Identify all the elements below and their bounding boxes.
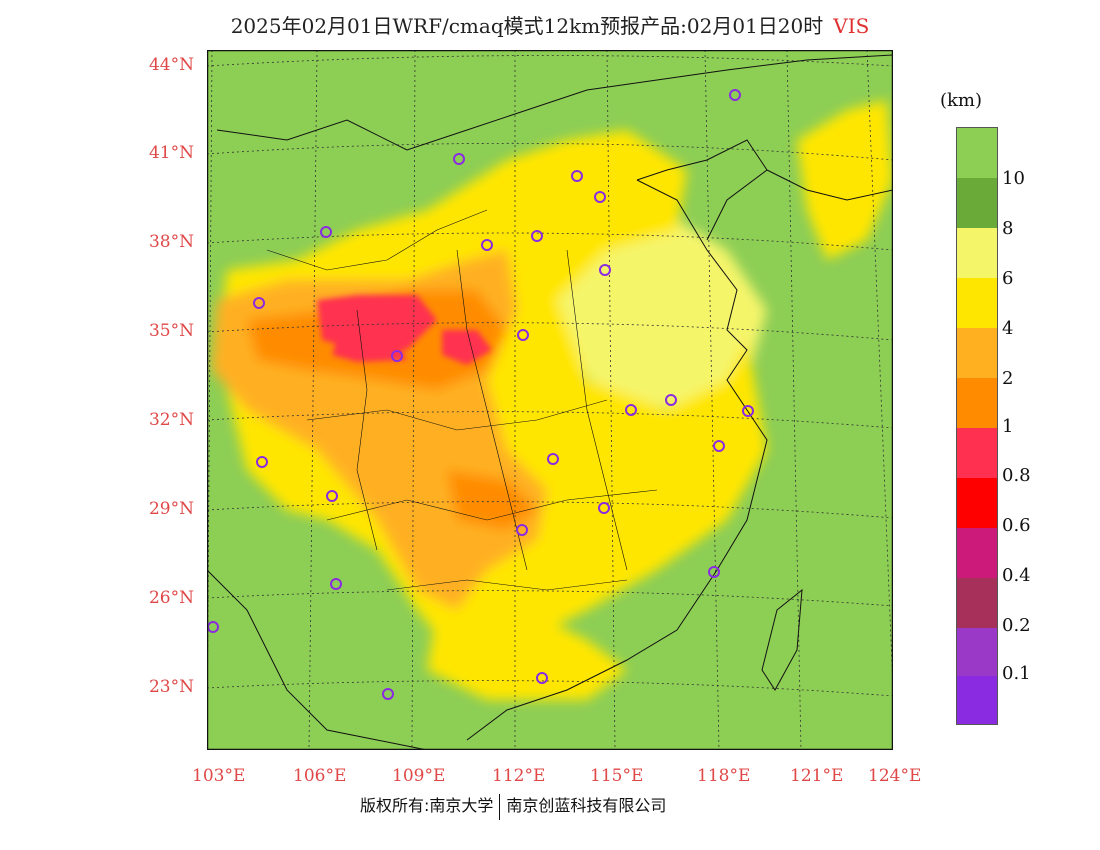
province-2 (306, 399, 608, 431)
lat-label: 35°N (148, 321, 194, 341)
legend-swatch (957, 278, 997, 328)
city-marker (713, 440, 725, 452)
city-marker (516, 524, 528, 536)
legend-swatch (957, 228, 997, 278)
vis-4km-south (427, 610, 627, 700)
city-markers (207, 89, 754, 700)
legend-swatch (957, 328, 997, 378)
vis-0.8km-core-west (317, 295, 437, 350)
city-marker (517, 329, 529, 341)
city-marker (391, 350, 403, 362)
city-marker (547, 453, 559, 465)
city-marker (598, 502, 610, 514)
vis-6km-area (537, 220, 767, 410)
city-marker (625, 404, 637, 416)
vis-0.8km-core-south (332, 340, 407, 362)
city-marker (320, 226, 332, 238)
lat-label: 41°N (148, 143, 194, 163)
legend-level: 0.2 (1002, 615, 1031, 636)
legend-swatch (957, 128, 997, 178)
visibility-map (207, 50, 893, 750)
city-marker (599, 264, 611, 276)
map-frame (207, 50, 893, 750)
legend-swatch (957, 428, 997, 478)
legend-level: 10 (1002, 168, 1025, 189)
city-marker (256, 456, 268, 468)
city-marker (729, 89, 741, 101)
city-marker (330, 578, 342, 590)
variable-label: VIS (833, 14, 870, 38)
boundaries (207, 54, 893, 750)
coastline (466, 179, 768, 741)
copyright-left: 版权所有:南京大学 (360, 796, 494, 815)
legend-level: 0.6 (1002, 515, 1031, 536)
city-marker (531, 230, 543, 242)
legend-level: 0.1 (1002, 663, 1031, 684)
province-4 (386, 579, 628, 591)
city-marker (481, 239, 493, 251)
legend-swatch (957, 676, 997, 724)
border-west-south (207, 569, 428, 750)
lon-label: 121°E (790, 766, 844, 786)
city-marker (326, 490, 338, 502)
city-marker (665, 394, 677, 406)
province-1 (266, 209, 488, 271)
lon-label: 112°E (492, 766, 546, 786)
footer-separator (499, 793, 501, 820)
lat-label: 29°N (148, 499, 194, 519)
province-6 (566, 249, 628, 571)
lon-label: 124°E (868, 766, 922, 786)
title-text: 2025年02月01日WRF/cmaq模式12km预报产品:02月01日20时 (230, 14, 824, 38)
city-marker (708, 566, 720, 578)
city-marker (536, 672, 548, 684)
legend-swatch (957, 628, 997, 676)
city-marker (571, 170, 583, 182)
vis-core (317, 295, 492, 365)
color-legend (956, 127, 998, 725)
city-marker (594, 191, 606, 203)
province-5 (456, 249, 528, 571)
lat-label: 32°N (148, 410, 194, 430)
lon-label: 109°E (392, 766, 446, 786)
province-7 (356, 309, 378, 551)
legend-level: 1 (1002, 416, 1014, 437)
lat-label: 44°N (148, 55, 194, 75)
vis-4km-northeast (797, 100, 893, 260)
lon-label: 103°E (192, 766, 246, 786)
legend-level: 8 (1002, 218, 1014, 239)
legend-swatch (957, 478, 997, 528)
copyright-right: 南京创蓝科技有限公司 (506, 796, 667, 815)
bohai-coast (636, 139, 768, 241)
city-marker (382, 688, 394, 700)
copyright-footer: 版权所有:南京大学 南京创蓝科技有限公司 (360, 792, 666, 820)
city-marker (742, 405, 754, 417)
legend-level: 0.4 (1002, 565, 1031, 586)
city-marker (453, 153, 465, 165)
city-marker (253, 297, 265, 309)
legend-swatch (957, 578, 997, 628)
legend-level: 6 (1002, 268, 1014, 289)
legend-swatch (957, 378, 997, 428)
lon-label: 118°E (697, 766, 751, 786)
legend-swatch (957, 528, 997, 578)
lon-label: 106°E (293, 766, 347, 786)
lat-label: 38°N (148, 232, 194, 252)
legend-level: 4 (1002, 318, 1014, 339)
map-title: 2025年02月01日WRF/cmaq模式12km预报产品:02月01日20时 V… (0, 10, 1100, 39)
lat-label: 23°N (148, 677, 194, 697)
vis-0.8km-core-east (442, 330, 492, 365)
vis-4km-area (217, 130, 767, 660)
lon-label: 115°E (590, 766, 644, 786)
vis-1km-central (447, 470, 537, 530)
taiwan-outline (761, 588, 803, 691)
lat-label: 26°N (148, 588, 194, 608)
legend-swatch (957, 178, 997, 228)
legend-level: 0.8 (1002, 465, 1031, 486)
border-north (216, 54, 893, 151)
legend-unit: (km) (940, 90, 983, 111)
legend-level: 2 (1002, 368, 1014, 389)
northeast-coast (766, 169, 893, 201)
graticule (207, 50, 893, 750)
province-3 (326, 489, 658, 521)
